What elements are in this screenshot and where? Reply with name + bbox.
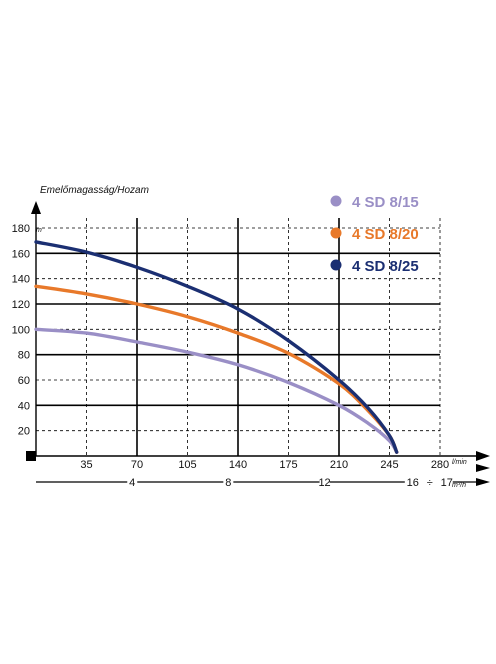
x2-tick-gap	[319, 476, 330, 488]
x-tick-label: 280	[431, 459, 449, 471]
y-unit-label: m	[36, 227, 42, 234]
x-tick-label: 175	[279, 459, 297, 471]
legend-marker	[330, 195, 342, 207]
legend-marker	[330, 227, 342, 239]
x2-tick-label: 12	[318, 477, 330, 489]
x-tick-label: 70	[131, 459, 143, 471]
x-tick-label: 210	[330, 459, 348, 471]
lpm-arrow	[476, 464, 490, 472]
x-tick-label: 140	[229, 459, 247, 471]
legend-label: 4 SD 8/20	[352, 226, 419, 243]
x-tick-label: 105	[178, 459, 196, 471]
y-tick-label: 180	[12, 223, 30, 235]
chart-title: Emelőmagasság/Hozam	[40, 185, 149, 196]
y-tick-label: 80	[18, 350, 30, 362]
chart-axes: 20 40 60 80 100 120 140 160 180 35 70 105 140 175 210 2…	[12, 201, 490, 489]
x2-tick-label: 8	[225, 477, 231, 489]
series-line	[34, 240, 399, 454]
x2-tick-gap	[404, 476, 453, 488]
y-tick-label: 160	[12, 248, 30, 260]
origin-marker	[26, 451, 36, 461]
y-tick-label: 120	[12, 299, 30, 311]
chart-grid	[36, 218, 441, 456]
x-tick-label: 35	[80, 459, 92, 471]
y-tick-label: 60	[18, 375, 30, 387]
x2-tick-separator: ÷	[427, 477, 433, 489]
chart-legend: 4 SD 8/15 4 SD 8/20 4 SD 8/25	[330, 194, 419, 275]
x-axis-arrow	[476, 451, 490, 461]
x-unit-label: l/min	[452, 459, 467, 466]
x-tick-label: 245	[380, 459, 398, 471]
chart-series	[34, 240, 399, 454]
series-line	[34, 327, 399, 454]
legend-marker	[330, 259, 342, 271]
x2-tick-label: 16	[407, 477, 419, 489]
x2-tick-gap	[223, 476, 234, 488]
x2-tick-gap	[127, 476, 138, 488]
series-line	[34, 284, 399, 454]
x2-tick-label: 4	[129, 477, 135, 489]
x2-unit-label: m³/h	[452, 482, 466, 489]
legend-label: 4 SD 8/15	[352, 194, 419, 211]
y-tick-label: 40	[18, 400, 30, 412]
x2-axis-arrow	[476, 478, 490, 486]
y-tick-label: 140	[12, 274, 30, 286]
y-tick-label: 20	[18, 426, 30, 438]
y-axis-arrow	[31, 201, 41, 214]
x2-tick-label: 17	[441, 477, 453, 489]
legend-label: 4 SD 8/25	[352, 258, 419, 275]
y-tick-label: 100	[12, 324, 30, 336]
